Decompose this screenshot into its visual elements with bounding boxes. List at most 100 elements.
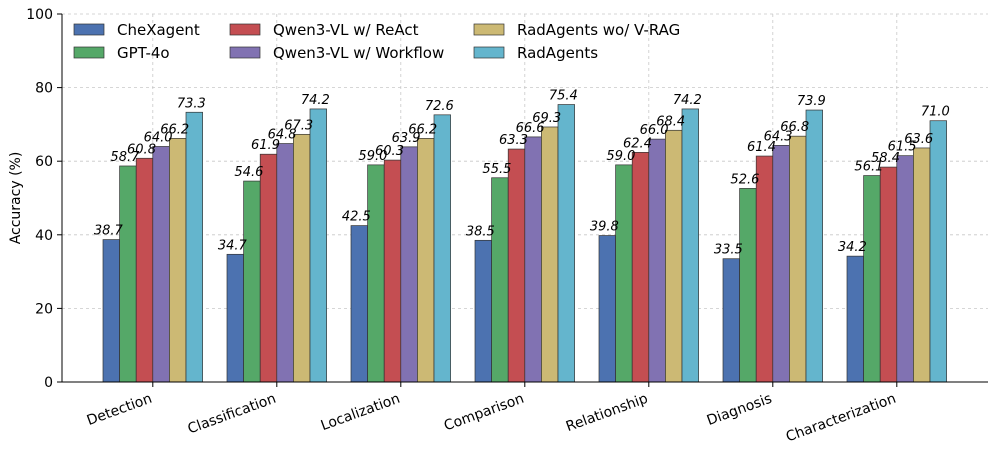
data-label: 64.3 [764,129,793,144]
legend-swatch [73,46,105,59]
bar [119,165,137,383]
data-label: 55.5 [482,162,511,177]
bar [722,258,740,383]
y-axis-title: Accuracy (%) [8,152,24,245]
bar [648,138,666,383]
bar [913,147,931,383]
data-label: 64.0 [144,130,173,145]
bar [681,108,699,383]
legend-swatch [229,46,261,59]
bar [491,177,509,383]
bar [400,146,418,383]
data-label: 39.8 [590,220,619,235]
bar [135,157,154,383]
x-tick-label: Detection [85,391,154,429]
bar [863,175,881,383]
bar [846,255,864,383]
bar [433,114,451,383]
legend: CheXagent GPT-4o Qwen3-VL w/ ReAct Qwen3-VL… [73,21,680,62]
data-label: 63.9 [392,131,421,146]
y-tick-label: 0 [44,375,53,391]
legend-swatch [473,23,505,36]
bar [367,164,385,383]
data-label: 58.4 [871,151,900,166]
data-label: 74.2 [301,93,330,108]
data-label: 73.9 [797,94,826,109]
data-label: 66.2 [408,122,437,137]
data-label: 58.7 [110,150,140,165]
y-tick-label: 60 [35,154,53,170]
data-label: 71.0 [921,105,950,120]
data-label: 34.2 [838,240,867,255]
bar [293,133,311,383]
x-tick-label: Classification [186,391,279,438]
data-label: 38.5 [466,224,495,239]
bar [541,126,559,383]
x-tick-label: Relationship [564,391,650,435]
bar [185,111,203,383]
data-label: 62.4 [623,136,652,151]
data-label: 56.1 [854,160,883,175]
bar [557,104,575,383]
data-label: 60.8 [127,142,156,157]
legend-label: RadAgents wo/ V-RAG [517,21,680,39]
bar [226,253,244,383]
legend-label: Qwen3-VL w/ ReAct [273,21,419,39]
x-tick-label: Diagnosis [705,391,774,429]
legend-label: CheXagent [117,21,200,39]
bar [259,153,278,383]
y-tick-label: 40 [35,228,53,244]
bar [665,129,683,383]
legend-label: Qwen3-VL w/ Workflow [273,44,444,62]
data-label: 66.8 [780,120,809,135]
x-tick-label: Localization [319,391,402,434]
data-label: 38.7 [94,224,124,239]
bar [789,135,807,383]
data-label: 64.8 [268,128,297,143]
data-label: 60.3 [375,144,404,159]
data-label: 63.3 [499,133,528,148]
bar [879,166,898,383]
bar [524,136,542,383]
legend-swatch [73,23,105,36]
data-label: 42.5 [342,210,371,225]
legend-label: GPT-4o [117,44,170,62]
y-tick-label: 20 [35,301,53,317]
data-label: 66.0 [640,123,669,138]
data-label: 69.3 [532,111,561,126]
bar [309,108,327,383]
data-label: 68.4 [656,114,685,129]
data-label: 34.7 [218,238,248,253]
data-label: 72.6 [425,99,454,114]
bar [631,152,650,383]
bar [243,180,261,383]
legend-label: RadAgents [517,44,598,62]
data-label: 59.0 [606,149,635,164]
bar [739,188,757,383]
legend-swatch [473,46,505,59]
x-tick-label: Comparison [442,391,526,435]
bar-layer [102,104,947,383]
bar [772,145,790,383]
data-label: 52.6 [730,172,759,187]
data-label: 66.2 [160,122,189,137]
data-label: 61.5 [888,140,917,155]
bar [615,164,633,383]
bar [929,120,947,383]
y-tick-label: 100 [26,7,53,23]
data-label: 75.4 [549,89,578,104]
data-label: 63.6 [904,132,933,147]
bar [896,155,914,383]
legend-swatch [229,23,261,36]
data-label: 59.0 [358,149,387,164]
data-label: 73.3 [177,96,206,111]
bar [102,239,120,383]
bar [169,138,187,383]
bar [350,225,368,383]
data-label-layer: 38.758.760.864.066.273.334.754.661.964.8… [94,89,950,258]
data-label: 66.6 [516,121,545,136]
data-label: 61.9 [251,138,280,153]
data-label: 74.2 [673,93,702,108]
